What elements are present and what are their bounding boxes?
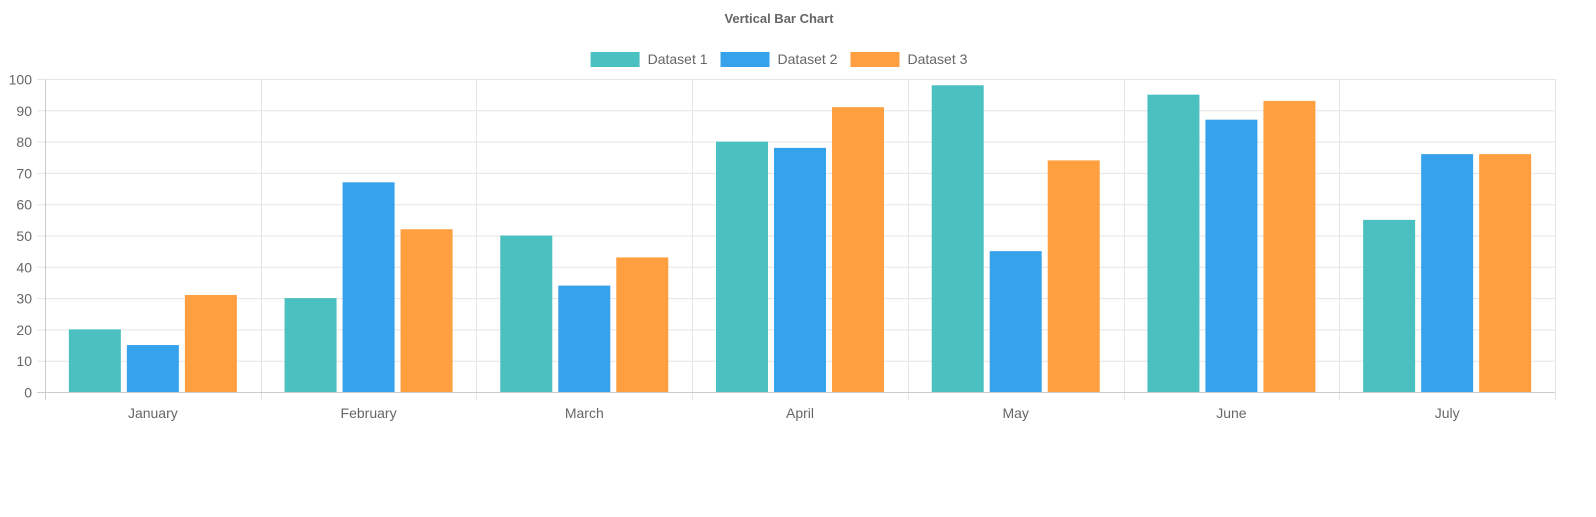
bar-dataset-2-april[interactable]	[774, 147, 826, 392]
bar-dataset-3-june[interactable]	[1263, 100, 1316, 392]
y-tick-label: 100	[9, 72, 33, 88]
bar-dataset-1-april[interactable]	[716, 141, 768, 392]
x-tick-label: June	[1216, 405, 1247, 421]
bar-dataset-3-april[interactable]	[832, 107, 884, 393]
y-tick-label: 80	[16, 134, 32, 150]
y-tick-label: 50	[16, 228, 32, 244]
bar-dataset-3-january[interactable]	[184, 294, 237, 392]
bar-dataset-2-july[interactable]	[1421, 154, 1474, 392]
bar-dataset-2-january[interactable]	[126, 345, 179, 392]
y-axis-ticks: 0 10 20 30 40 50 60 70 80 90 100	[9, 72, 33, 401]
y-tick-label: 60	[16, 197, 32, 213]
bar-dataset-2-may[interactable]	[989, 251, 1042, 392]
y-tick-label: 40	[16, 259, 32, 275]
legend-swatch-dataset-3[interactable]	[850, 52, 900, 67]
bar-dataset-1-may[interactable]	[931, 85, 984, 392]
y-tick-label: 30	[16, 291, 32, 307]
bar-dataset-1-february[interactable]	[284, 298, 337, 392]
chart-bars	[68, 85, 1532, 393]
x-tick-label: February	[341, 405, 397, 421]
bar-dataset-3-july[interactable]	[1479, 154, 1532, 392]
y-tick-label: 10	[16, 353, 32, 369]
chart-axes	[37, 79, 1555, 400]
bar-dataset-3-may[interactable]	[1047, 160, 1100, 392]
bar-dataset-1-march[interactable]	[500, 235, 553, 393]
legend-label[interactable]: Dataset 2	[778, 51, 838, 67]
chart-legend: Dataset 1 Dataset 2 Dataset 3	[590, 51, 968, 67]
bar-dataset-3-march[interactable]	[616, 257, 669, 392]
y-tick-label: 70	[16, 165, 32, 181]
bar-dataset-2-june[interactable]	[1205, 119, 1258, 392]
legend-swatch-dataset-2[interactable]	[720, 52, 770, 67]
bar-dataset-1-january[interactable]	[68, 329, 121, 392]
bar-dataset-2-march[interactable]	[558, 285, 611, 392]
x-tick-label: March	[565, 405, 604, 421]
bar-dataset-1-july[interactable]	[1363, 219, 1416, 392]
bar-dataset-3-february[interactable]	[400, 229, 453, 392]
y-tick-label: 0	[24, 385, 32, 401]
x-axis-ticks: January February March April May June July	[128, 405, 1460, 421]
legend-label[interactable]: Dataset 3	[907, 51, 967, 67]
legend-label[interactable]: Dataset 1	[648, 51, 708, 67]
bar-dataset-2-february[interactable]	[342, 182, 395, 392]
legend-swatch-dataset-1[interactable]	[590, 52, 640, 67]
y-tick-label: 20	[16, 322, 32, 338]
y-tick-label: 90	[16, 103, 32, 119]
x-tick-label: July	[1435, 405, 1460, 421]
chart-title: Vertical Bar Chart	[724, 11, 834, 26]
bar-dataset-1-june[interactable]	[1147, 94, 1200, 393]
x-tick-label: May	[1002, 405, 1028, 421]
x-tick-label: April	[786, 405, 814, 421]
x-tick-label: January	[128, 405, 178, 421]
